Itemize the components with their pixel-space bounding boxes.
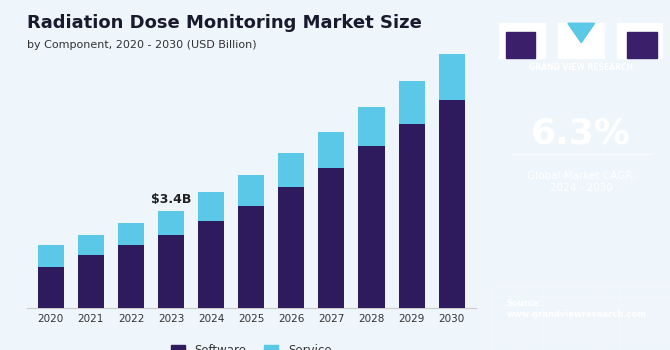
Bar [78,234,104,255]
Bar [38,245,64,267]
Bar [318,132,344,168]
Bar [506,32,535,58]
Bar [617,23,663,58]
Bar [118,245,144,308]
Bar [399,124,425,308]
Bar [278,153,304,187]
Bar [499,23,545,58]
Polygon shape [568,23,594,42]
Text: Radiation Dose Monitoring Market Size: Radiation Dose Monitoring Market Size [27,14,421,32]
Text: Source:
www.grandviewresearch.com: Source: www.grandviewresearch.com [507,299,647,319]
Bar [439,54,465,100]
Legend: Software, Service: Software, Service [166,340,336,350]
Bar [318,168,344,308]
Bar [158,211,184,234]
Bar [358,146,385,308]
Bar [198,221,224,308]
Bar [198,192,224,221]
Text: $3.4B: $3.4B [151,193,191,206]
Bar [558,23,604,58]
Bar [278,187,304,308]
Text: 6.3%: 6.3% [531,116,631,150]
Bar [239,206,264,308]
Polygon shape [568,23,594,42]
Text: GRAND VIEW RESEARCH: GRAND VIEW RESEARCH [529,63,633,72]
Text: by Component, 2020 - 2030 (USD Billion): by Component, 2020 - 2030 (USD Billion) [27,40,257,50]
Bar [399,81,425,124]
Text: Global Market CAGR,
2024 - 2030: Global Market CAGR, 2024 - 2030 [527,171,636,193]
Bar [358,107,385,146]
Bar [38,267,64,308]
Bar [78,255,104,308]
Bar [118,223,144,245]
Bar [627,32,657,58]
Bar [239,175,264,206]
Bar [158,234,184,308]
Bar [439,100,465,308]
